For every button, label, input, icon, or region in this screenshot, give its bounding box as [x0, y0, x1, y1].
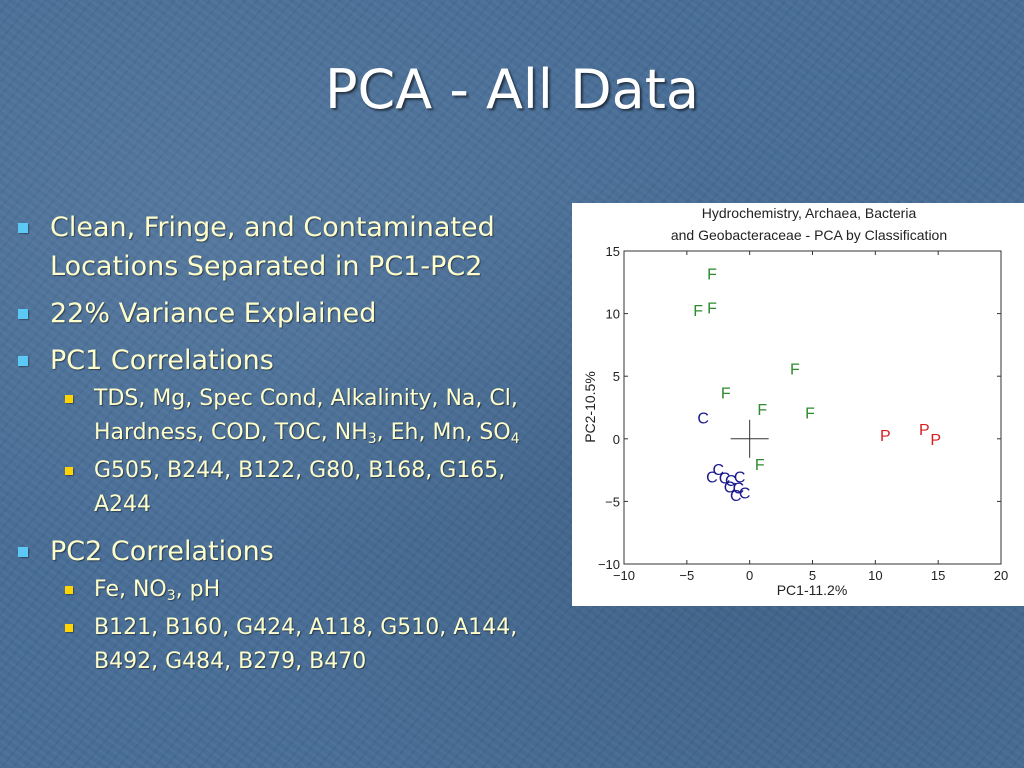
sub-bullet-item: G505, B244, B122, G80, B168, G165, A244	[59, 454, 569, 522]
scatter-point-c: C	[706, 469, 718, 486]
scatter-point-f: F	[790, 362, 800, 379]
x-tick-label: 20	[994, 568, 1008, 583]
scatter-point-f: F	[693, 303, 703, 320]
square-bullet-icon	[65, 586, 73, 594]
sub-bullet-text: Fe, NO3, pH	[94, 577, 221, 604]
bullet-item: Clean, Fringe, and Contaminated Location…	[14, 208, 569, 286]
chart-title-line-1: Hydrochemistry, Archaea, Bacteria	[702, 205, 917, 221]
slide-title: PCA - All Data	[324, 58, 700, 121]
square-bullet-icon	[18, 547, 28, 557]
scatter-point-c: C	[739, 486, 751, 503]
x-tick-label: 10	[868, 568, 882, 583]
bullet-item: PC2 Correlations	[14, 532, 569, 571]
sub-bullet-text: B121, B160, G424, A118, G510, A144, B492…	[94, 615, 518, 674]
square-bullet-icon	[18, 223, 28, 233]
bullet-item: PC1 Correlations	[14, 341, 569, 380]
y-tick-label: −10	[598, 557, 620, 572]
x-tick-label: 5	[809, 568, 816, 583]
sub-bullet-item: B121, B160, G424, A118, G510, A144, B492…	[59, 611, 569, 679]
pca-chart-panel: Hydrochemistry, Archaea, Bacteria and Ge…	[572, 203, 1024, 606]
pca-scatter-chart: Hydrochemistry, Archaea, Bacteria and Ge…	[582, 205, 1008, 598]
square-bullet-icon	[65, 624, 73, 632]
scatter-point-c: C	[734, 469, 746, 486]
square-bullet-icon	[18, 356, 28, 366]
scatter-point-p: P	[919, 422, 930, 439]
y-tick-label: −5	[605, 494, 620, 509]
x-axis-label: PC1-11.2%	[777, 582, 848, 598]
bullet-text: Clean, Fringe, and Contaminated Location…	[50, 212, 495, 282]
y-tick-label: 10	[606, 307, 620, 322]
scatter-point-c: C	[697, 411, 709, 428]
x-tick-label: −10	[613, 568, 635, 583]
sub-bullet-item: Fe, NO3, pH	[59, 573, 569, 607]
scatter-point-f: F	[755, 457, 765, 474]
y-tick-label: 15	[606, 244, 620, 259]
bullet-text: PC2 Correlations	[50, 536, 274, 567]
bullet-text: 22% Variance Explained	[50, 298, 377, 329]
scatter-point-c: C	[724, 479, 736, 496]
scatter-point-c: C	[725, 473, 737, 490]
x-tick-label: 15	[931, 568, 945, 583]
bullet-text: PC1 Correlations	[50, 345, 274, 376]
scatter-point-c: C	[733, 481, 745, 498]
scatter-point-f: F	[757, 402, 767, 419]
sub-bullet-text: G505, B244, B122, G80, B168, G165, A244	[94, 458, 506, 517]
chart-title-line-2: and Geobacteraceae - PCA by Classificati…	[671, 227, 947, 243]
x-tick-label: 0	[746, 568, 753, 583]
scatter-point-f: F	[721, 385, 731, 402]
x-tick-label: −5	[679, 568, 694, 583]
bullet-item: 22% Variance Explained	[14, 294, 569, 333]
square-bullet-icon	[18, 309, 28, 319]
scatter-point-c: C	[712, 462, 724, 479]
scatter-point-f: F	[707, 300, 717, 317]
scatter-point-p: P	[930, 432, 941, 449]
y-tick-label: 0	[613, 432, 620, 447]
square-bullet-icon	[65, 467, 73, 475]
scatter-point-c: C	[730, 488, 742, 505]
bullet-list: Clean, Fringe, and Contaminated Location…	[14, 208, 569, 683]
scatter-point-f: F	[707, 267, 717, 284]
sub-bullet-item: TDS, Mg, Spec Cond, Alkalinity, Na, Cl, …	[59, 382, 569, 450]
scatter-point-f: F	[805, 406, 815, 423]
y-axis-label: PC2-10.5%	[582, 371, 598, 443]
square-bullet-icon	[65, 395, 73, 403]
scatter-point-c: C	[719, 471, 731, 488]
sub-bullet-text: TDS, Mg, Spec Cond, Alkalinity, Na, Cl, …	[94, 386, 520, 447]
y-tick-label: 5	[613, 369, 620, 384]
scatter-point-p: P	[880, 428, 891, 445]
